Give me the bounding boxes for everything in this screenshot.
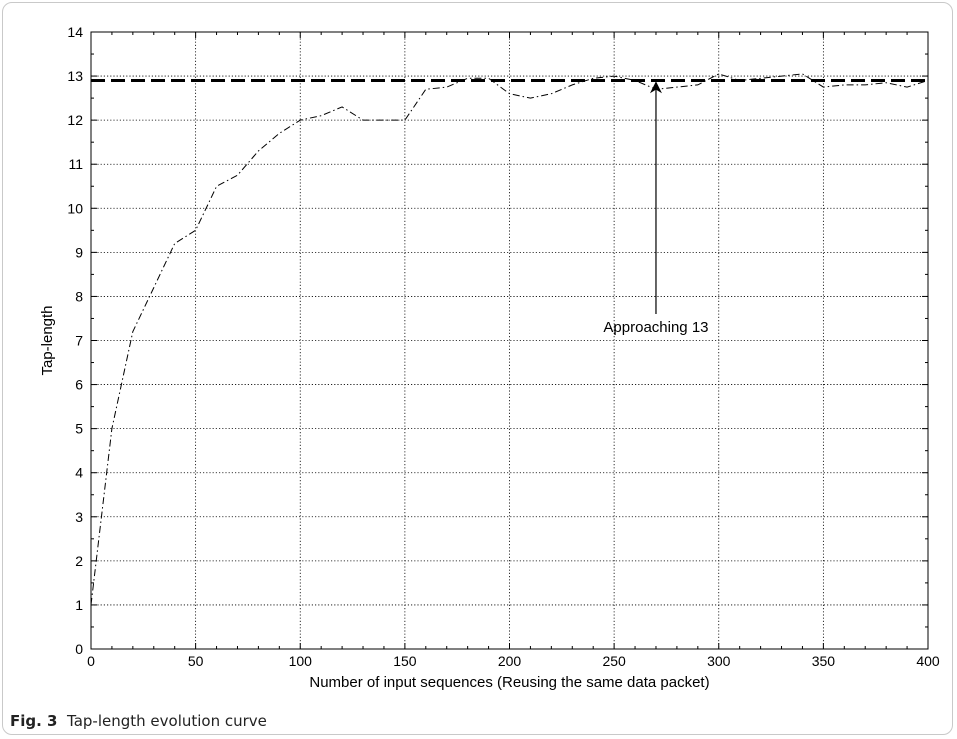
y-tick-label: 1 [75,597,83,613]
y-tick-label: 10 [67,200,83,216]
y-tick-label: 4 [75,465,83,481]
x-tick-label: 250 [602,653,626,669]
y-tick-label: 11 [68,156,83,172]
y-tick-label: 6 [75,377,83,393]
y-tick-label: 9 [75,244,83,260]
x-tick-label: 0 [87,653,95,669]
y-tick-label: 2 [75,553,83,569]
x-tick-label: 150 [393,653,417,669]
x-axis-label: Number of input sequences (Reusing the s… [309,674,709,691]
figure-caption: Fig. 3 Tap-length evolution curve [10,712,267,730]
x-tick-label: 200 [498,653,522,669]
y-tick-label: 8 [75,288,83,304]
x-tick-label: 50 [188,653,204,669]
tap-length-curve [90,73,929,605]
annotation-text: Approaching 13 [603,319,708,336]
y-tick-label: 13 [67,68,83,84]
x-tick-label: 300 [707,653,731,669]
y-tick-label: 12 [67,112,83,128]
y-tick-label: 14 [67,24,83,40]
y-tick-label: 3 [75,509,83,525]
y-tick-label: 7 [75,333,83,349]
y-tick-label: 5 [75,421,83,437]
figure-caption-text: Tap-length evolution curve [67,712,267,730]
x-tick-label: 400 [916,653,940,669]
y-axis-label: Tap-length [39,305,56,375]
x-tick-label: 100 [289,653,313,669]
y-tick-label: 0 [75,641,83,657]
figure-label: Fig. 3 [10,712,58,730]
x-tick-label: 350 [812,653,836,669]
